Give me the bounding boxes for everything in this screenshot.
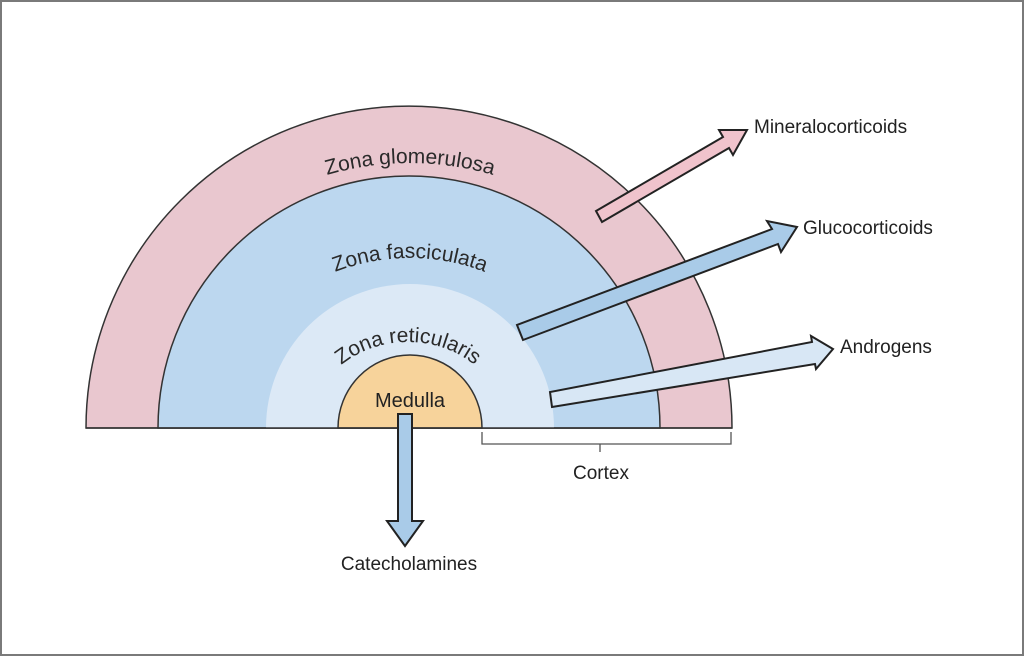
mineralocorticoids-label: Mineralocorticoids — [754, 117, 907, 138]
medulla-label: Medulla — [375, 390, 446, 412]
mineralocorticoids-arrow — [594, 129, 749, 224]
cortex-label: Cortex — [573, 463, 629, 484]
glucocorticoids-label: Glucocorticoids — [803, 218, 933, 239]
cortex-bracket — [481, 432, 732, 452]
androgens-label: Androgens — [840, 337, 932, 358]
glucocorticoids-arrow — [515, 219, 799, 342]
catecholamines-arrow — [385, 413, 425, 548]
androgens-arrow — [548, 334, 835, 409]
catecholamines-label: Catecholamines — [341, 554, 477, 575]
medulla-region — [337, 354, 483, 429]
